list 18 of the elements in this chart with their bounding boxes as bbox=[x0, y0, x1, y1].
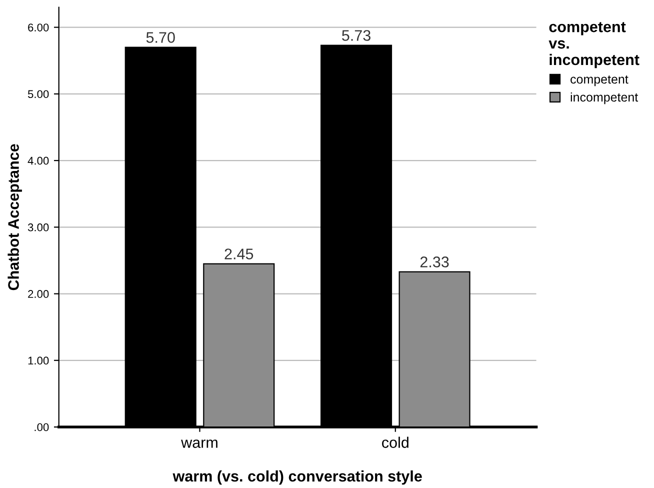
y-tick-label: .00 bbox=[34, 423, 49, 432]
legend-label: incompetent bbox=[570, 92, 638, 104]
y-tick-label: 3.00 bbox=[28, 223, 49, 232]
x-tick-label: warm bbox=[181, 440, 218, 448]
x-tick-label: cold bbox=[382, 436, 408, 448]
x-axis-title: warm (vs. cold) conversation style bbox=[172, 470, 422, 485]
legend-label: competent bbox=[570, 75, 628, 86]
data-label: 5.73 bbox=[342, 30, 370, 41]
y-tick-label: 4.00 bbox=[28, 156, 49, 165]
y-tick-label: 1.00 bbox=[28, 356, 49, 365]
y-axis-title: Chatbot Acceptance bbox=[8, 144, 22, 290]
data-label: 2.45 bbox=[224, 248, 254, 260]
y-tick-label: 2.00 bbox=[28, 290, 49, 298]
y-tick-label: 6.00 bbox=[28, 24, 49, 32]
data-label: 5.70 bbox=[146, 32, 175, 43]
y-tick-label: 5.00 bbox=[28, 90, 49, 98]
data-label: 2.33 bbox=[420, 256, 449, 268]
legend-title: competent vs. incompetent bbox=[548, 22, 640, 68]
